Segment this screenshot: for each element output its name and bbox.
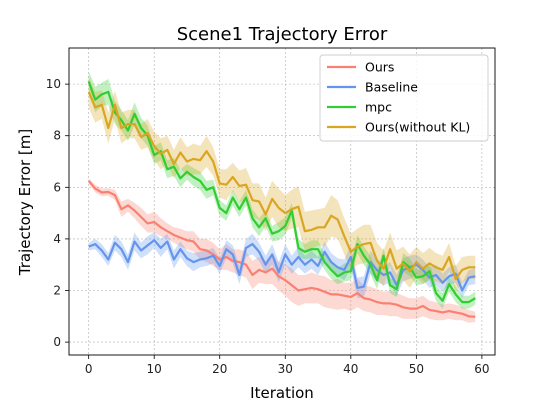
series-line <box>88 239 476 292</box>
x-axis-title: Iteration <box>250 384 314 400</box>
series-band <box>88 178 476 323</box>
legend-label: mpc <box>365 100 392 115</box>
y-tick-label: 6 <box>53 180 61 194</box>
legend-label: Ours <box>365 60 394 75</box>
legend-box <box>319 54 489 142</box>
grid <box>69 48 495 355</box>
x-tick-label: 50 <box>409 362 424 376</box>
x-tick-label: 0 <box>85 362 93 376</box>
series-line <box>87 91 476 280</box>
plot-frame <box>68 47 496 356</box>
y-tick-label: 8 <box>53 129 61 143</box>
series-line <box>87 180 476 318</box>
y-tick-label: 4 <box>53 232 61 246</box>
legend-label: Baseline <box>365 80 418 95</box>
x-tick-label: 40 <box>343 362 358 376</box>
series-band <box>88 76 476 292</box>
y-tick-label: 0 <box>53 335 61 349</box>
x-tick-label: 20 <box>212 362 227 376</box>
legend: Ours Baseline mpc Ours(without KL) <box>319 54 489 142</box>
series-lines <box>87 81 476 318</box>
y-tick-label: 10 <box>46 77 61 91</box>
x-tick-label: 60 <box>474 362 489 376</box>
chart-title: Scene1 Trajectory Error <box>177 24 388 45</box>
y-tick-label: 2 <box>53 284 61 298</box>
axis-ticks: 0 10 20 30 40 50 60 0 2 4 6 8 10 <box>46 77 490 376</box>
x-tick-label: 30 <box>278 362 293 376</box>
y-axis-title: Trajectory Error [m] <box>16 129 34 276</box>
x-tick-label: 10 <box>147 362 162 376</box>
legend-label: Ours(without KL) <box>365 120 470 135</box>
